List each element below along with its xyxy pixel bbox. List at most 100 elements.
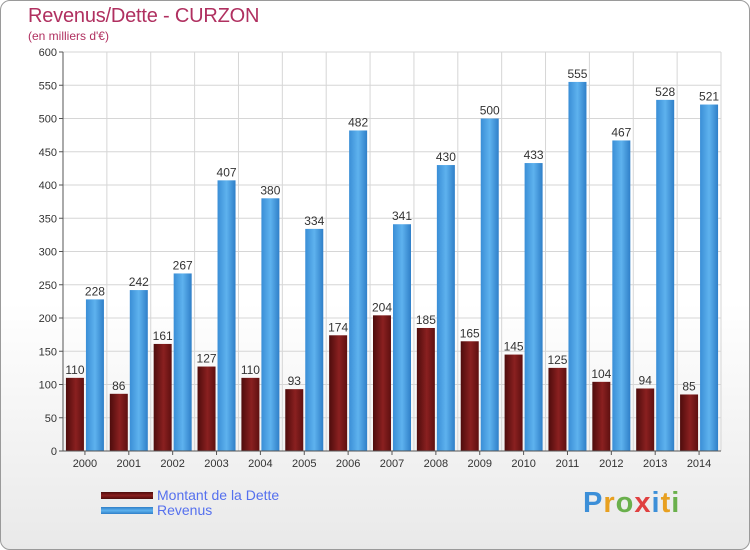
bar-revenus (656, 99, 675, 451)
x-tick-label: 2001 (117, 458, 141, 470)
data-label-revenus: 334 (304, 214, 324, 228)
bar-dette (416, 327, 435, 451)
x-tick-label: 2012 (599, 458, 623, 470)
y-tick-label: 150 (39, 346, 57, 358)
legend-item-revenus: Revenus (101, 503, 279, 518)
logo-letter: o (615, 487, 635, 519)
x-tick-label: 2008 (424, 458, 448, 470)
x-tick-label: 2014 (687, 458, 711, 470)
bar-dette (329, 335, 348, 451)
y-tick-label: 50 (45, 413, 57, 425)
data-label-dette: 110 (241, 363, 260, 377)
bar-revenus (305, 228, 324, 451)
data-label-revenus: 242 (129, 275, 149, 289)
bar-revenus (261, 198, 280, 451)
x-tick-label: 2005 (292, 458, 316, 470)
y-tick-label: 200 (39, 313, 57, 325)
legend-swatch-dette (101, 492, 153, 499)
chart-subtitle: (en milliers d'€) (28, 29, 109, 43)
x-tick-label: 2013 (643, 458, 667, 470)
bar-revenus (568, 81, 587, 452)
y-tick-label: 300 (39, 247, 57, 259)
x-tick-label: 2004 (248, 458, 272, 470)
bar-dette (548, 367, 567, 451)
bar-dette (680, 394, 699, 451)
x-tick-label: 2011 (556, 458, 580, 470)
y-tick-label: 600 (39, 47, 57, 59)
bar-revenus (700, 104, 719, 451)
bar-revenus (612, 140, 631, 451)
data-label-revenus: 467 (611, 125, 631, 139)
bar-dette (460, 341, 479, 451)
bar-dette (636, 388, 655, 451)
bar-dette (153, 343, 172, 451)
data-label-dette: 93 (288, 374, 302, 388)
data-label-revenus: 555 (567, 67, 587, 81)
logo-letter: i (671, 487, 681, 519)
legend: Montant de la Dette Revenus (101, 488, 279, 518)
logo-letter: r (603, 487, 616, 519)
data-label-dette: 145 (504, 340, 524, 354)
logo-letter: x (634, 487, 652, 519)
x-tick-label: 2007 (380, 458, 404, 470)
data-label-revenus: 521 (699, 90, 719, 104)
y-tick-label: 100 (39, 380, 57, 392)
data-label-dette: 165 (460, 326, 480, 340)
legend-item-dette: Montant de la Dette (101, 488, 279, 503)
bar-dette (241, 377, 260, 451)
y-tick-label: 0 (51, 446, 57, 458)
data-label-dette: 85 (682, 379, 696, 393)
y-tick-label: 500 (39, 114, 57, 126)
data-label-dette: 204 (372, 300, 392, 314)
y-tick-label: 450 (39, 147, 57, 159)
data-label-dette: 174 (328, 320, 348, 334)
data-label-revenus: 433 (524, 148, 544, 162)
data-label-dette: 185 (416, 313, 436, 327)
logo-letter: P (583, 487, 604, 519)
bar-revenus (436, 165, 455, 452)
legend-label-dette: Montant de la Dette (157, 487, 280, 503)
data-label-revenus: 380 (260, 183, 280, 197)
data-label-dette: 104 (591, 367, 611, 381)
bar-dette (285, 389, 304, 451)
data-label-revenus: 482 (348, 115, 368, 129)
bar-dette (109, 393, 128, 451)
x-tick-label: 2006 (336, 458, 360, 470)
data-label-dette: 161 (153, 329, 173, 343)
logo-letter: t (660, 487, 672, 519)
data-label-revenus: 228 (85, 284, 105, 298)
bar-dette (592, 381, 611, 451)
bar-revenus (129, 290, 148, 451)
bar-revenus (524, 163, 543, 451)
x-tick-label: 2010 (511, 458, 535, 470)
bar-dette (65, 377, 84, 451)
legend-swatch-revenus (101, 507, 153, 514)
bar-revenus (349, 130, 368, 451)
data-label-dette: 125 (547, 353, 567, 367)
data-label-dette: 94 (639, 373, 653, 387)
bar-revenus (173, 273, 192, 451)
x-tick-label: 2009 (467, 458, 491, 470)
data-label-revenus: 267 (173, 258, 193, 272)
bar-dette (373, 315, 391, 451)
x-tick-label: 2003 (204, 458, 228, 470)
data-label-revenus: 528 (655, 85, 675, 99)
x-tick-label: 2000 (73, 458, 97, 470)
bar-revenus (217, 180, 236, 451)
x-tick-label: 2002 (160, 458, 184, 470)
bar-revenus (85, 299, 104, 451)
data-label-revenus: 341 (392, 209, 412, 223)
bar-revenus (480, 118, 499, 451)
y-tick-label: 550 (39, 80, 57, 92)
bar-dette (504, 354, 523, 451)
data-label-revenus: 430 (436, 150, 456, 164)
bar-revenus (393, 224, 411, 451)
bar-dette (197, 366, 216, 451)
chart-title: Revenus/Dette - CURZON (28, 5, 260, 27)
data-label-revenus: 500 (480, 104, 500, 118)
proxiti-logo: Proxiti (583, 487, 680, 520)
logo-letter: i (651, 487, 661, 519)
y-tick-label: 350 (39, 213, 57, 225)
